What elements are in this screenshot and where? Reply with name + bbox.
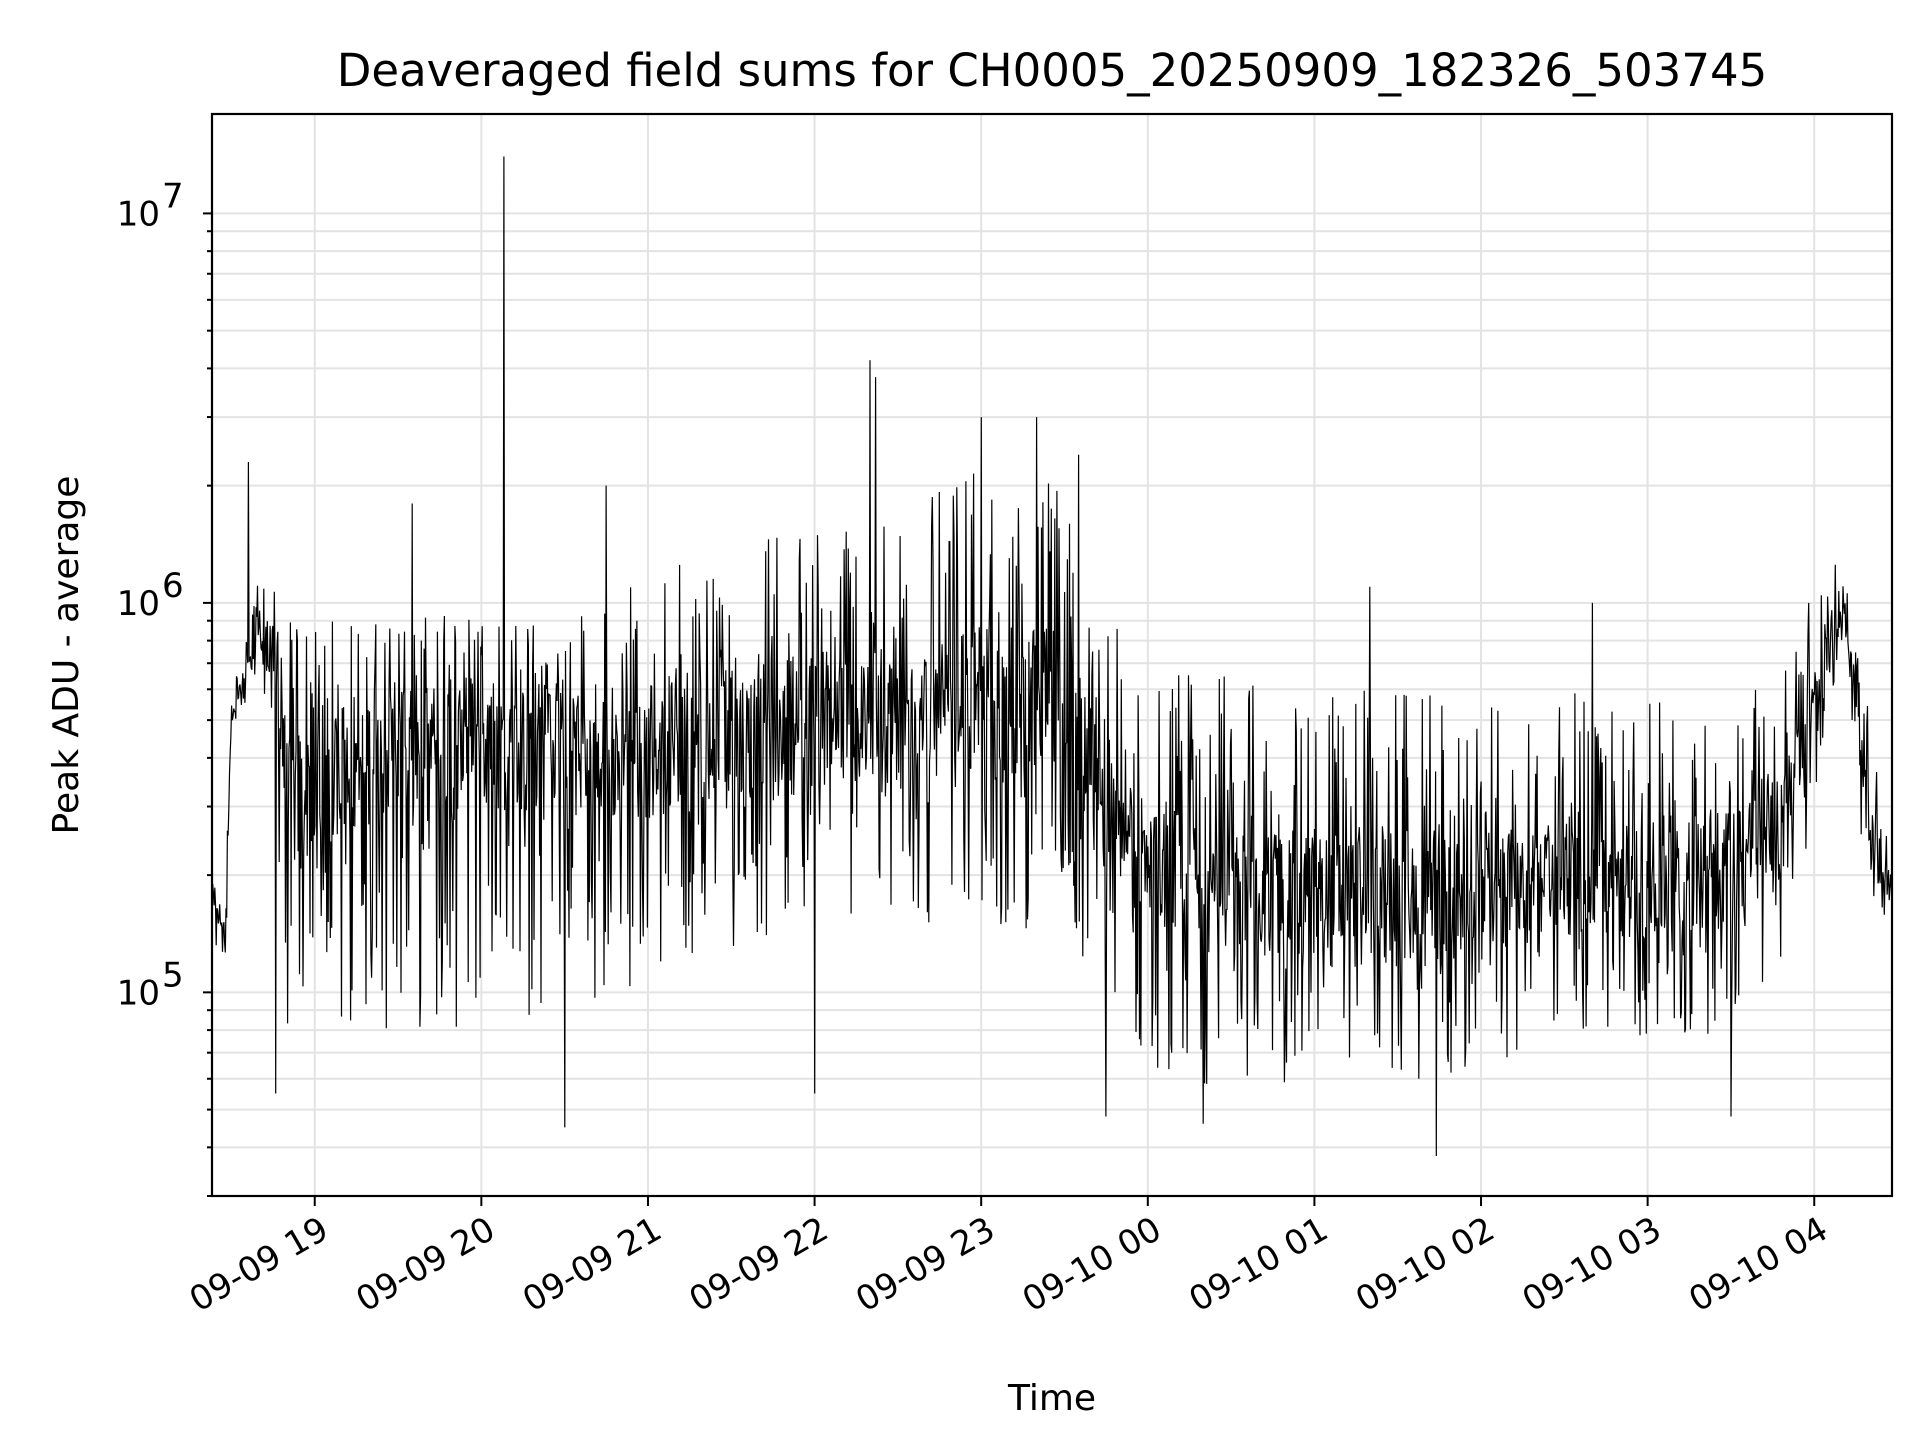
y-tick-label: 10 bbox=[117, 194, 160, 234]
series-line bbox=[211, 156, 1893, 1157]
y-axis-label: Peak ADU - average bbox=[46, 476, 87, 835]
y-tick-label: 10 bbox=[117, 584, 160, 624]
y-tick-exponent: 5 bbox=[162, 955, 184, 995]
x-axis-label: Time bbox=[1007, 1378, 1096, 1419]
chart-title: Deaveraged field sums for CH0005_2025090… bbox=[337, 44, 1767, 97]
y-tick-exponent: 7 bbox=[162, 176, 184, 216]
y-tick-label: 10 bbox=[117, 973, 160, 1013]
y-tick-exponent: 6 bbox=[162, 566, 184, 606]
axes-frame bbox=[210, 112, 1894, 1198]
plot-area bbox=[211, 156, 1893, 1157]
